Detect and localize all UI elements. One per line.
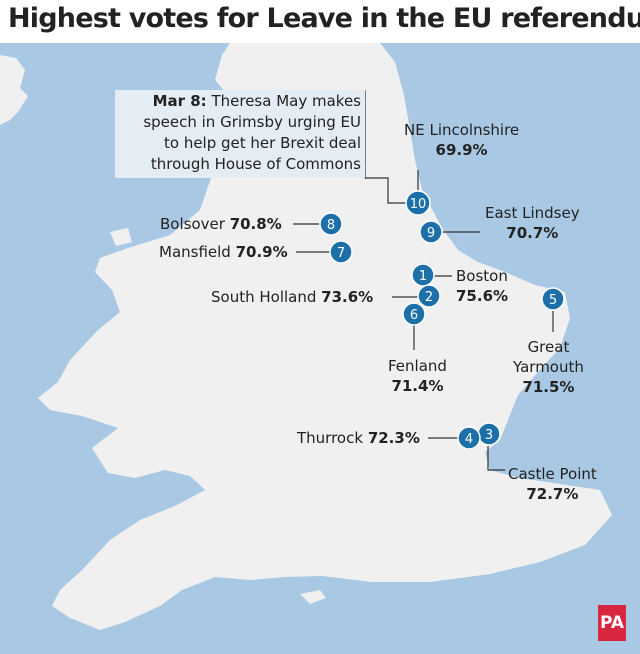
marker-5-number: 5 [549, 293, 557, 308]
label-mansfield: Mansfield 70.9% [159, 242, 288, 262]
leader-lines [293, 90, 554, 471]
label-east-lindsey-name: East Lindsey [485, 204, 580, 222]
marker-3: 3 [477, 422, 501, 446]
label-fenland-name: Fenland [388, 357, 447, 375]
label-bolsover-value: 70.8% [229, 215, 282, 233]
marker-8-number: 8 [327, 218, 335, 233]
label-mansfield-value: 70.9% [235, 243, 288, 261]
label-great-yarmouth-value: 71.5% [522, 378, 575, 396]
isle-of-wight [300, 590, 326, 604]
anglesey [110, 228, 132, 246]
marker-4: 4 [457, 426, 481, 450]
label-great-yarmouth-name-2: Yarmouth [513, 358, 584, 376]
callout-line-2: speech in Grimsby urging EU [143, 113, 361, 131]
marker-7-number: 7 [337, 246, 345, 261]
label-boston-value: 75.6% [456, 287, 509, 305]
label-south-holland-name: South Holland [211, 288, 317, 306]
map-title: Highest votes for Leave in the EU refere… [8, 3, 640, 34]
callout-leader-line [364, 90, 410, 204]
label-thurrock-value: 72.3% [367, 429, 420, 447]
leader-line-3 [487, 446, 505, 471]
pa-logo: PA [598, 605, 626, 641]
marker-8: 8 [319, 212, 343, 236]
label-south-holland: South Holland 73.6% [211, 287, 373, 307]
marker-2: 2 [417, 284, 441, 308]
marker-10-number: 10 [410, 197, 427, 212]
marker-6: 6 [402, 302, 426, 326]
great-britain-landmass [38, 43, 612, 630]
label-ne-lincolnshire-name: NE Lincolnshire [404, 121, 520, 139]
callout-date: Mar 8: [152, 92, 207, 110]
marker-1-number: 1 [419, 269, 427, 284]
callout-line-4: through House of Commons [150, 155, 361, 173]
label-east-lindsey: East Lindsey 70.7% [485, 203, 580, 243]
label-boston: Boston 75.6% [456, 266, 508, 306]
label-fenland-value: 71.4% [391, 377, 444, 395]
label-great-yarmouth-name-1: Great [527, 338, 570, 356]
label-thurrock-name: Thurrock [297, 429, 364, 447]
marker-7: 7 [329, 240, 353, 264]
callout-text: Mar 8: Theresa May makes speech in Grims… [115, 91, 361, 175]
callout-box [115, 90, 365, 178]
label-great-yarmouth: Great Yarmouth 71.5% [513, 337, 584, 397]
marker-4-number: 4 [465, 432, 473, 447]
label-bolsover-name: Bolsover [160, 215, 225, 233]
marker-3-number: 3 [485, 428, 493, 443]
label-fenland: Fenland 71.4% [388, 356, 447, 396]
label-bolsover: Bolsover 70.8% [160, 214, 282, 234]
label-castle-point-value: 72.7% [526, 485, 579, 503]
label-thurrock: Thurrock 72.3% [297, 428, 420, 448]
marker-6-number: 6 [410, 308, 418, 323]
label-ne-lincolnshire-value: 69.9% [435, 141, 488, 159]
label-mansfield-name: Mansfield [159, 243, 231, 261]
marker-9: 9 [419, 220, 443, 244]
label-boston-name: Boston [456, 267, 508, 285]
marker-10: 10 [405, 190, 431, 216]
label-east-lindsey-value: 70.7% [506, 224, 559, 242]
marker-2-number: 2 [425, 290, 433, 305]
ireland-landmass [0, 55, 28, 125]
label-ne-lincolnshire: NE Lincolnshire 69.9% [404, 120, 519, 160]
marker-9-number: 9 [427, 226, 435, 241]
label-castle-point: Castle Point 72.7% [508, 464, 597, 504]
marker-5: 5 [541, 287, 565, 311]
marker-1: 1 [411, 263, 435, 287]
callout-line-1: Theresa May makes [211, 92, 361, 110]
callout-line-3: to help get her Brexit deal [164, 134, 361, 152]
label-south-holland-value: 73.6% [321, 288, 374, 306]
map-svg [0, 43, 612, 630]
label-castle-point-name: Castle Point [508, 465, 597, 483]
